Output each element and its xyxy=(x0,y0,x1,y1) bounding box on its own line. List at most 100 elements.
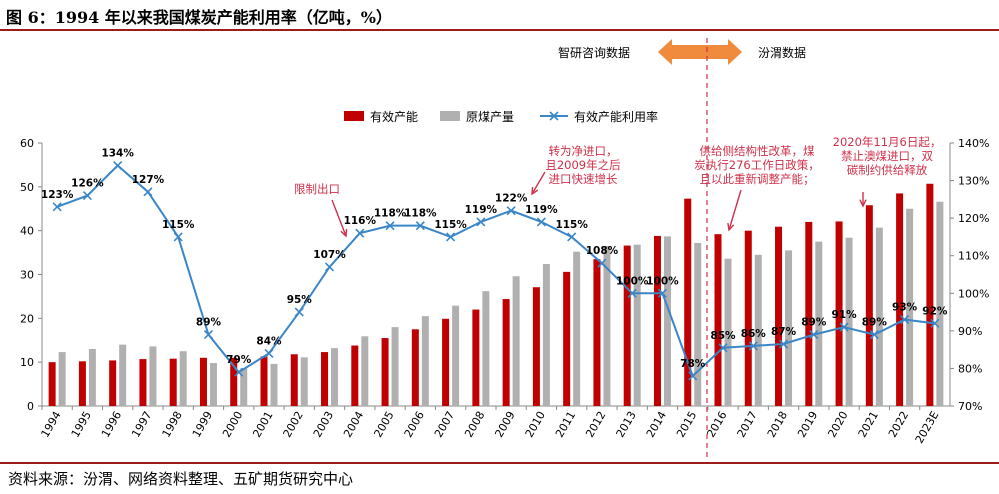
x-tick-label: 2020 xyxy=(825,409,850,440)
rate-point xyxy=(324,262,335,272)
rate-point xyxy=(476,217,486,227)
bar-output xyxy=(754,254,762,406)
bar-capacity xyxy=(472,309,480,406)
bar-series xyxy=(48,183,944,406)
bar-capacity xyxy=(442,318,450,406)
bar-output xyxy=(179,351,187,406)
rate-point xyxy=(234,367,244,377)
y-tick-label-right: 110% xyxy=(958,250,989,263)
bar-capacity xyxy=(805,221,813,406)
bar-capacity xyxy=(199,357,207,406)
x-tick-label: 2006 xyxy=(402,409,427,440)
y-tick-label-right: 100% xyxy=(958,287,989,300)
bar-output xyxy=(361,336,369,406)
x-tick-label: 2023E xyxy=(913,409,942,446)
bar-output xyxy=(603,246,611,406)
x-tick-label: 1996 xyxy=(99,409,124,440)
rate-point xyxy=(294,307,304,317)
y-tick-label-right: 120% xyxy=(958,212,989,225)
rate-label: 118% xyxy=(374,208,407,220)
annotation-arrow-shaft xyxy=(331,199,347,237)
bar-output xyxy=(815,241,823,406)
rate-label: 89% xyxy=(801,317,827,329)
bar-capacity xyxy=(260,356,268,406)
legend-label-rate: 有效产能利用率 xyxy=(574,109,658,124)
x-tick-label: 2014 xyxy=(644,409,669,440)
bar-output xyxy=(542,263,550,406)
rate-line-series xyxy=(52,160,940,381)
rate-point xyxy=(869,330,879,340)
rate-label: 89% xyxy=(196,317,222,329)
rate-label: 119% xyxy=(465,204,498,216)
source-note: 资料来源：汾渭、网络资料整理、五矿期货研究中心 xyxy=(8,470,354,488)
bar-capacity xyxy=(78,361,86,406)
bar-capacity xyxy=(623,245,631,406)
bar-capacity xyxy=(230,357,238,406)
x-tick-label: 1994 xyxy=(38,409,63,440)
coal-capacity-chart: 智研咨询数据 汾渭数据 有效产能 原煤产量 有效产能利用率 0 10 20 30 40 50 60… xyxy=(20,38,989,458)
y-tick-label-left: 60 xyxy=(20,137,34,150)
bar-output xyxy=(149,346,157,406)
right-source-label: 汾渭数据 xyxy=(758,45,806,60)
bar-output xyxy=(663,236,671,406)
bar-output xyxy=(240,368,248,406)
rate-label: 85% xyxy=(710,330,736,342)
x-tick-label: 2016 xyxy=(704,409,729,440)
bar-capacity xyxy=(502,299,510,406)
rate-label: 91% xyxy=(831,309,857,321)
rate-label: 93% xyxy=(892,302,918,314)
rate-label: 89% xyxy=(862,317,888,329)
bar-capacity xyxy=(48,362,56,406)
bar-capacity xyxy=(321,352,329,406)
x-tick-label: 2021 xyxy=(856,409,881,440)
bar-output xyxy=(58,352,66,406)
bar-output xyxy=(300,357,308,406)
bar-capacity xyxy=(351,345,359,406)
rate-point xyxy=(143,187,153,197)
x-tick-label: 2007 xyxy=(432,409,457,440)
footer-rule xyxy=(0,462,999,464)
bar-capacity xyxy=(139,359,147,406)
annotation-text: 2020年11月6日起， xyxy=(833,135,942,149)
annotation-text: 转为净进口， xyxy=(549,144,618,158)
annotation-arrow-shaft xyxy=(531,171,546,195)
rate-point xyxy=(657,288,668,298)
bar-capacity xyxy=(744,230,752,406)
rate-label: 115% xyxy=(162,219,195,231)
legend-label-output: 原煤产量 xyxy=(466,110,514,124)
annotation-arrow-head xyxy=(727,222,735,232)
x-tick-label: 1995 xyxy=(69,409,94,440)
rate-point xyxy=(748,341,758,351)
legend-label-capacity: 有效产能 xyxy=(370,109,418,124)
rate-label: 115% xyxy=(434,219,467,231)
rate-label: 126% xyxy=(71,178,104,190)
rate-point xyxy=(415,221,425,231)
rate-label: 134% xyxy=(101,148,134,160)
bar-output xyxy=(845,237,853,406)
bar-output xyxy=(936,201,944,406)
rate-point xyxy=(809,330,819,340)
annotation-arrow-shaft xyxy=(728,189,742,231)
x-tick-label: 2000 xyxy=(220,409,245,440)
x-tick-label: 2001 xyxy=(250,409,275,440)
chart-legend: 有效产能 原煤产量 有效产能利用率 xyxy=(344,109,658,124)
x-tick-label: 1999 xyxy=(190,409,215,440)
rate-point xyxy=(355,228,365,238)
rate-label: 100% xyxy=(646,275,679,287)
bar-capacity xyxy=(532,287,540,406)
y-tick-label-right: 70% xyxy=(958,400,982,413)
y-tick-label-right: 130% xyxy=(958,175,989,188)
bar-capacity xyxy=(684,198,692,406)
annotation-arrow-head xyxy=(859,199,867,208)
double-arrow-icon xyxy=(658,39,742,65)
bar-output xyxy=(452,305,460,406)
rate-point xyxy=(173,232,183,242)
rate-point xyxy=(203,330,214,340)
annotation-arrow-head xyxy=(531,186,539,196)
x-tick-label: 2011 xyxy=(553,409,578,440)
bar-output xyxy=(785,250,793,406)
rate-label: 100% xyxy=(616,275,649,287)
rate-point xyxy=(506,206,516,216)
bar-output xyxy=(906,208,914,406)
